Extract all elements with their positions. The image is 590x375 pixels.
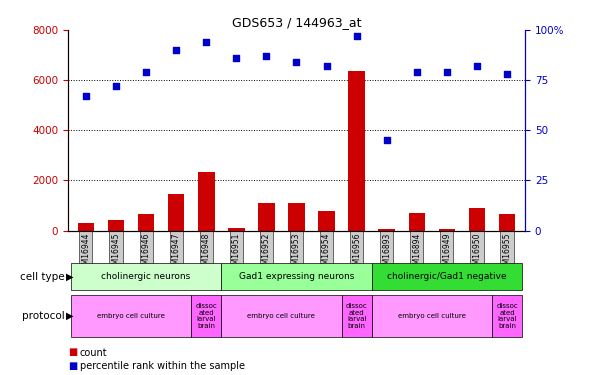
Bar — [78, 223, 94, 231]
Point — [232, 55, 241, 61]
Text: count: count — [80, 348, 107, 357]
Bar — [348, 71, 365, 231]
Bar — [372, 295, 492, 337]
Bar — [108, 220, 124, 231]
Text: GSM16953: GSM16953 — [292, 232, 301, 274]
Text: ▶: ▶ — [65, 311, 73, 321]
Point — [81, 93, 91, 99]
Point — [292, 59, 301, 65]
Bar — [492, 295, 522, 337]
Point — [322, 63, 331, 69]
Text: dissoc
ated
larval
brain: dissoc ated larval brain — [496, 303, 518, 328]
Text: ■: ■ — [68, 348, 77, 357]
Text: ■: ■ — [68, 361, 77, 370]
Bar — [378, 229, 395, 231]
Text: percentile rank within the sample: percentile rank within the sample — [80, 361, 245, 370]
Text: GSM16954: GSM16954 — [322, 232, 331, 274]
Bar — [258, 203, 275, 231]
Bar — [438, 229, 455, 231]
Bar — [168, 194, 185, 231]
Bar — [221, 295, 342, 337]
Text: protocol: protocol — [22, 311, 65, 321]
Point — [202, 39, 211, 45]
Point — [442, 69, 451, 75]
Point — [142, 69, 151, 75]
Text: cholinergic neurons: cholinergic neurons — [101, 272, 191, 281]
Text: GSM16894: GSM16894 — [412, 232, 421, 274]
Text: GSM16947: GSM16947 — [172, 232, 181, 274]
Text: embryo cell culture: embryo cell culture — [97, 313, 165, 319]
Title: GDS653 / 144963_at: GDS653 / 144963_at — [232, 16, 361, 29]
Text: GSM16946: GSM16946 — [142, 232, 150, 274]
Point — [382, 137, 391, 143]
Point — [412, 69, 421, 75]
Text: GSM16945: GSM16945 — [112, 232, 120, 274]
Text: cell type: cell type — [20, 272, 65, 282]
Bar — [288, 203, 305, 231]
Text: GSM16949: GSM16949 — [442, 232, 451, 274]
Text: GSM16893: GSM16893 — [382, 232, 391, 274]
Bar — [468, 208, 485, 231]
Bar — [191, 295, 221, 337]
Bar — [138, 214, 155, 231]
Point — [352, 33, 361, 39]
Bar — [372, 263, 522, 290]
Bar — [318, 211, 335, 231]
Text: ▶: ▶ — [65, 272, 73, 282]
Bar — [499, 214, 515, 231]
Bar — [71, 295, 191, 337]
Text: dissoc
ated
larval
brain: dissoc ated larval brain — [346, 303, 368, 328]
Text: embryo cell culture: embryo cell culture — [247, 313, 316, 319]
Bar — [198, 172, 215, 231]
Bar — [228, 228, 245, 231]
Point — [112, 83, 121, 89]
Bar — [71, 263, 221, 290]
Text: GSM16948: GSM16948 — [202, 232, 211, 274]
Bar — [221, 263, 372, 290]
Bar — [342, 295, 372, 337]
Point — [472, 63, 481, 69]
Text: embryo cell culture: embryo cell culture — [398, 313, 466, 319]
Point — [502, 71, 512, 77]
Text: cholinergic/Gad1 negative: cholinergic/Gad1 negative — [387, 272, 507, 281]
Bar — [408, 213, 425, 231]
Text: GSM16944: GSM16944 — [81, 232, 90, 274]
Text: GSM16950: GSM16950 — [473, 232, 481, 274]
Text: Gad1 expressing neurons: Gad1 expressing neurons — [239, 272, 354, 281]
Text: GSM16951: GSM16951 — [232, 232, 241, 274]
Point — [172, 47, 181, 53]
Text: dissoc
ated
larval
brain: dissoc ated larval brain — [195, 303, 217, 328]
Text: GSM16956: GSM16956 — [352, 232, 361, 274]
Point — [262, 53, 271, 59]
Text: GSM16952: GSM16952 — [262, 232, 271, 274]
Text: GSM16955: GSM16955 — [503, 232, 512, 274]
